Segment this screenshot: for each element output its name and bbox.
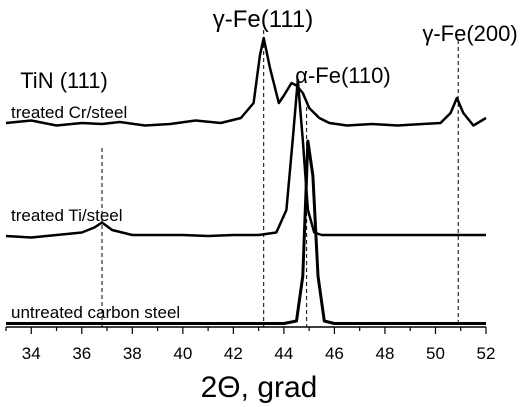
x-tick-label: 40 <box>173 344 192 363</box>
series-line-0 <box>5 36 487 127</box>
annotation-3: γ-Fe(200) <box>422 21 517 46</box>
x-tick-label: 44 <box>274 344 293 363</box>
peak-annotations: TiN (111) γ-Fe(111) α-Fe(110) γ-Fe(200) <box>20 6 517 93</box>
x-tick-label: 48 <box>375 344 394 363</box>
series-line-1 <box>5 78 486 239</box>
series-label-0: treated Cr/steel <box>11 103 127 122</box>
x-tick-label: 46 <box>325 344 344 363</box>
x-tick-label: 50 <box>426 344 445 363</box>
x-tick-label: 34 <box>22 344 41 363</box>
x-tick-label: 52 <box>477 344 496 363</box>
x-tick-label: 38 <box>123 344 142 363</box>
x-tick-label: 36 <box>72 344 91 363</box>
series-curves <box>5 36 487 325</box>
annotation-2: α-Fe(110) <box>295 63 390 88</box>
x-axis: 34 36 38 40 42 44 46 48 50 52 <box>5 326 496 363</box>
reference-lines <box>101 30 459 327</box>
series-line-2 <box>6 139 486 325</box>
annotation-0: TiN (111) <box>20 68 108 93</box>
series-label-1: treated Ti/steel <box>11 206 123 225</box>
annotation-1: γ-Fe(111) <box>213 6 313 33</box>
series-labels: treated Cr/steel treated Ti/steel untreate… <box>11 103 180 322</box>
series-label-2: untreated carbon steel <box>11 303 180 322</box>
x-axis-label: 2Θ, grad <box>201 371 318 404</box>
x-tick-label: 42 <box>224 344 243 363</box>
